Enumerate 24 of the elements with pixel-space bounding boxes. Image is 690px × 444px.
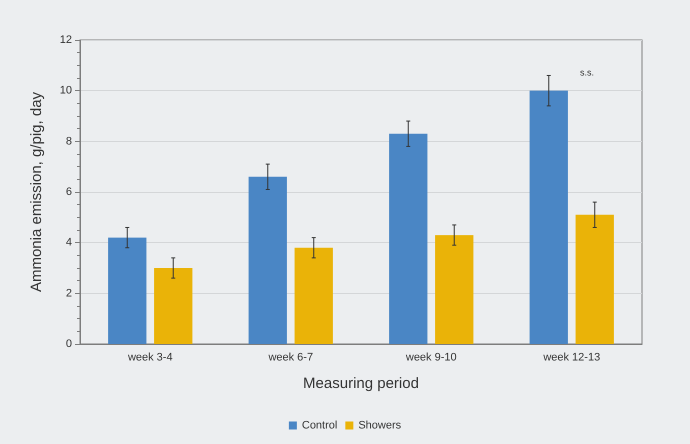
bar <box>576 214 614 344</box>
y-tick-label: 6 <box>66 186 72 198</box>
legend-label: Control <box>302 420 338 432</box>
annotation: s.s. <box>580 68 594 78</box>
x-tick-label: week 9-10 <box>404 352 457 364</box>
bar <box>108 238 146 344</box>
bar <box>294 248 333 344</box>
y-tick-label: 8 <box>66 135 72 148</box>
y-tick-label: 4 <box>66 236 72 249</box>
bar <box>248 176 287 344</box>
bar <box>530 90 568 344</box>
legend-label: Showers <box>358 420 402 432</box>
y-tick-label: 0 <box>66 338 72 350</box>
x-tick-label: week 12-13 <box>542 352 600 364</box>
y-tick-label: 12 <box>60 34 72 46</box>
y-axis-title: Ammonia emission, g/pig, day <box>28 91 45 292</box>
x-tick-label: week 6-7 <box>267 352 314 364</box>
y-tick-label: 10 <box>60 84 72 97</box>
bar <box>435 235 474 344</box>
bar <box>154 268 192 344</box>
y-tick-label: 2 <box>66 287 72 300</box>
bar <box>389 134 428 344</box>
x-tick-label: week 3-4 <box>126 352 173 364</box>
x-axis-title: Measuring period <box>303 375 419 392</box>
